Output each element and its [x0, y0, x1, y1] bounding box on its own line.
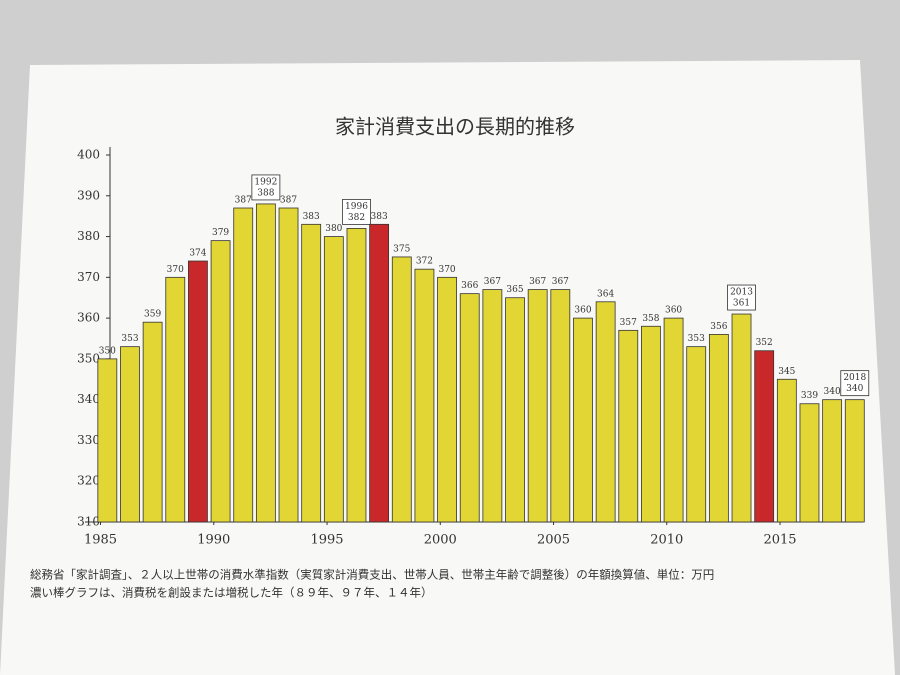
- value-label: 356: [710, 322, 727, 332]
- bar: [618, 329, 639, 523]
- x-tick-label: 1990: [197, 533, 230, 548]
- bar: [120, 346, 140, 523]
- value-label: 388: [257, 188, 274, 198]
- bar: [414, 268, 435, 523]
- bar: [210, 240, 231, 523]
- x-tick-label: 2000: [424, 533, 457, 548]
- bar: [97, 358, 118, 523]
- value-label: 367: [552, 277, 569, 287]
- bar: [188, 260, 208, 523]
- bar: [776, 378, 797, 523]
- x-tick-label: 1995: [310, 533, 343, 548]
- annotation-label: 1992: [254, 177, 277, 187]
- value-label: 367: [484, 277, 501, 287]
- value-label: 360: [574, 306, 591, 316]
- y-tick-label: 310: [77, 515, 100, 529]
- bar: [459, 293, 480, 523]
- bar: [573, 317, 593, 523]
- y-tick-label: 370: [77, 270, 100, 284]
- bar: [527, 289, 548, 523]
- y-tick-label: 340: [77, 392, 100, 406]
- note: 濃い棒グラフは、消費税を創設または増税した年（８９年、９７年、１４年）: [30, 586, 433, 600]
- value-label: 364: [597, 289, 614, 299]
- bar: [844, 399, 865, 523]
- value-label: 383: [371, 212, 388, 222]
- bar: [165, 276, 186, 523]
- bar: [754, 350, 775, 523]
- y-tick-label: 390: [77, 188, 100, 202]
- bar: [686, 346, 707, 523]
- value-label: 339: [801, 391, 818, 401]
- bar: [731, 313, 752, 523]
- note: 総務省「家計調査」、２人以上世帯の消費水準指数（実質家計消費支出、世帯人員、世帯…: [30, 568, 714, 582]
- bar: [550, 289, 571, 523]
- value-label: 353: [121, 334, 138, 344]
- bar: [641, 325, 661, 523]
- y-tick-label: 330: [77, 433, 100, 447]
- bar: [142, 321, 163, 523]
- value-label: 365: [506, 285, 523, 295]
- value-label: 379: [212, 228, 229, 238]
- value-label: 372: [416, 257, 433, 267]
- value-label: 382: [348, 213, 365, 223]
- bar: [799, 403, 820, 523]
- annotation-box: [727, 284, 756, 311]
- bar: [301, 223, 322, 523]
- annotation-label: 1996: [345, 202, 368, 212]
- y-tick-label: 320: [77, 474, 100, 488]
- value-label: 387: [280, 196, 297, 206]
- bar: [255, 203, 276, 523]
- value-label: 357: [620, 318, 637, 328]
- bar: [346, 227, 367, 523]
- value-label: 370: [167, 265, 184, 275]
- y-tick-label: 360: [77, 311, 100, 325]
- y-tick-label: 350: [77, 351, 100, 365]
- value-label: 359: [144, 310, 161, 320]
- bar: [437, 276, 457, 523]
- value-label: 367: [529, 277, 546, 287]
- x-tick-label: 2010: [650, 533, 683, 548]
- bar: [663, 317, 684, 523]
- value-label: 352: [756, 338, 773, 348]
- value-label: 375: [393, 244, 410, 254]
- value-label: 340: [824, 387, 841, 397]
- y-tick-label: 380: [77, 229, 100, 243]
- value-label: 360: [665, 306, 682, 316]
- chart-title: 家計消費支出の長期的推移: [335, 115, 575, 139]
- value-label: 345: [778, 367, 795, 377]
- bar: [595, 301, 616, 523]
- value-label: 350: [99, 346, 116, 356]
- bar: [482, 289, 503, 523]
- bar: [391, 256, 412, 523]
- bar: [233, 207, 254, 523]
- annotation-label: 2018: [843, 373, 866, 383]
- value-label: 358: [642, 314, 659, 324]
- annotation-box: [840, 370, 870, 397]
- value-label: 340: [846, 384, 863, 394]
- bar: [505, 297, 525, 523]
- bar: [323, 236, 344, 523]
- value-label: 361: [733, 299, 750, 309]
- bar: [369, 223, 390, 523]
- value-label: 374: [189, 249, 206, 259]
- x-tick-label: 1985: [84, 533, 117, 548]
- value-label: 366: [461, 281, 478, 291]
- bar: [278, 207, 299, 523]
- value-label: 383: [303, 212, 320, 222]
- x-tick-label: 2015: [763, 533, 796, 548]
- bar: [822, 399, 843, 523]
- annotation-box: [342, 198, 371, 225]
- value-label: 380: [325, 224, 342, 234]
- value-label: 370: [438, 265, 455, 275]
- value-label: 353: [688, 334, 705, 344]
- bar: [708, 334, 729, 523]
- annotation-box: [251, 174, 281, 201]
- annotation-label: 2013: [730, 288, 753, 298]
- value-label: 387: [235, 196, 252, 206]
- y-tick-label: 400: [77, 148, 100, 162]
- x-tick-label: 2005: [537, 533, 570, 548]
